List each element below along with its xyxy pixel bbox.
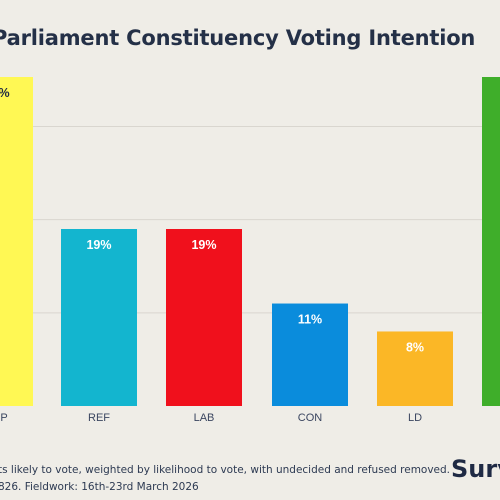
footnote-line-2: 826. Fieldwork: 16th-23rd March 2026	[0, 481, 199, 493]
bar	[61, 229, 137, 406]
data-label: 11%	[298, 313, 322, 327]
chart-title: Parliament Constituency Voting Intention	[0, 26, 476, 50]
data-label: 19%	[191, 238, 216, 252]
data-labels: % 19% 19% 11% 8%	[0, 86, 424, 354]
x-tick-label: LD	[408, 412, 422, 424]
bar	[0, 77, 33, 406]
bar	[482, 77, 500, 406]
data-label: %	[0, 86, 10, 100]
x-tick-label: P	[0, 412, 7, 424]
x-tick-label: LAB	[194, 412, 215, 424]
x-tick-label: REF	[88, 412, 110, 424]
x-tick-labels: P REF LAB CON LD	[0, 412, 422, 424]
x-tick-label: CON	[298, 412, 323, 424]
data-label: 8%	[406, 340, 424, 354]
brand-logo: Surv	[451, 455, 500, 483]
bar	[166, 229, 242, 406]
footnote-line-1: ts likely to vote, weighted by likelihoo…	[0, 464, 451, 476]
data-label: 19%	[86, 238, 111, 252]
bars	[0, 77, 500, 406]
chart-footnote: ts likely to vote, weighted by likelihoo…	[0, 462, 451, 496]
bar	[272, 303, 348, 406]
bar	[377, 331, 453, 406]
